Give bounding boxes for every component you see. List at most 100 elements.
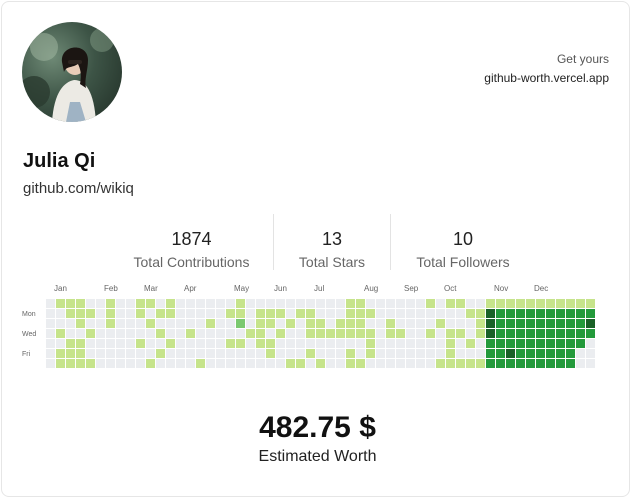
contribution-cell	[496, 319, 505, 328]
stat-label: Total Followers	[416, 254, 510, 270]
contribution-cell	[126, 319, 135, 328]
stat-stars: 13 Total Stars	[274, 214, 391, 270]
contribution-cell	[386, 319, 395, 328]
contribution-cell	[256, 299, 265, 308]
contribution-cell	[226, 299, 235, 308]
contribution-cell	[556, 339, 565, 348]
month-label: Dec	[534, 284, 548, 293]
contribution-cell	[116, 359, 125, 368]
contribution-cell	[416, 299, 425, 308]
month-label: Aug	[364, 284, 378, 293]
contribution-cell	[446, 339, 455, 348]
contribution-cell	[126, 329, 135, 338]
contribution-cell	[166, 339, 175, 348]
contribution-cell	[276, 329, 285, 338]
contribution-cell	[146, 329, 155, 338]
contribution-cell	[426, 309, 435, 318]
contribution-cell	[156, 309, 165, 318]
contribution-cell	[506, 309, 515, 318]
contribution-cell	[456, 359, 465, 368]
contribution-cell	[436, 319, 445, 328]
contribution-cell	[126, 359, 135, 368]
contribution-cell	[576, 349, 585, 358]
contribution-cell	[266, 299, 275, 308]
contribution-cell	[106, 329, 115, 338]
promo-label: Get yours	[556, 52, 609, 66]
month-label: Nov	[494, 284, 508, 293]
contribution-cell	[586, 299, 595, 308]
contribution-cell	[476, 329, 485, 338]
contribution-cell	[236, 319, 245, 328]
contribution-cell	[456, 329, 465, 338]
day-label: Fri	[22, 351, 31, 358]
contribution-cell	[276, 339, 285, 348]
contribution-cell	[376, 349, 385, 358]
contribution-cell	[156, 299, 165, 308]
contribution-cell	[256, 349, 265, 358]
contribution-cell	[586, 319, 595, 328]
contribution-cell	[586, 309, 595, 318]
stat-value: 1874	[171, 229, 212, 249]
contribution-cell	[136, 329, 145, 338]
contribution-cell	[586, 359, 595, 368]
contribution-cell	[356, 319, 365, 328]
contribution-cell	[56, 349, 65, 358]
contribution-cell	[96, 349, 105, 358]
avatar-image	[22, 28, 114, 122]
contribution-cell	[476, 339, 485, 348]
contribution-cell	[386, 349, 395, 358]
contribution-cell	[486, 349, 495, 358]
contribution-cell	[166, 349, 175, 358]
contribution-cell	[376, 309, 385, 318]
contribution-cell	[366, 349, 375, 358]
contribution-cell	[476, 309, 485, 318]
promo-link[interactable]: github-worth.vercel.app	[484, 71, 609, 85]
contribution-cell	[486, 299, 495, 308]
contribution-cell	[136, 339, 145, 348]
contribution-cell	[496, 339, 505, 348]
contribution-cell	[256, 359, 265, 368]
contribution-cell	[346, 339, 355, 348]
contribution-cell	[546, 309, 555, 318]
contribution-cell	[526, 359, 535, 368]
contribution-cell	[146, 319, 155, 328]
contribution-cell	[176, 329, 185, 338]
contribution-cell	[256, 319, 265, 328]
contribution-cell	[316, 319, 325, 328]
contribution-cell	[256, 339, 265, 348]
contribution-cell	[326, 359, 335, 368]
contribution-cell	[286, 329, 295, 338]
contribution-cell	[226, 319, 235, 328]
contribution-cell	[546, 329, 555, 338]
contribution-cell	[106, 299, 115, 308]
contribution-cell	[146, 359, 155, 368]
contribution-cell	[336, 349, 345, 358]
contribution-cell	[86, 349, 95, 358]
contribution-cell	[266, 319, 275, 328]
contribution-cell	[246, 339, 255, 348]
contribution-cell	[276, 349, 285, 358]
contribution-cell	[446, 329, 455, 338]
contribution-cell	[216, 299, 225, 308]
github-url[interactable]: github.com/wikiq	[23, 180, 134, 197]
contribution-cell	[436, 309, 445, 318]
contribution-cell	[276, 299, 285, 308]
contribution-cell	[516, 299, 525, 308]
contribution-cell	[466, 309, 475, 318]
month-label: Apr	[184, 284, 197, 293]
contribution-cell	[356, 359, 365, 368]
contribution-cell	[266, 339, 275, 348]
contribution-cell	[346, 309, 355, 318]
contribution-cell	[456, 339, 465, 348]
contribution-cell	[456, 299, 465, 308]
contribution-cell	[236, 309, 245, 318]
contribution-cell	[426, 359, 435, 368]
contribution-cell	[396, 329, 405, 338]
contribution-cell	[206, 319, 215, 328]
contribution-cell	[56, 329, 65, 338]
contribution-cell	[356, 329, 365, 338]
contribution-cell	[426, 329, 435, 338]
contribution-cell	[556, 349, 565, 358]
contribution-cell	[206, 309, 215, 318]
